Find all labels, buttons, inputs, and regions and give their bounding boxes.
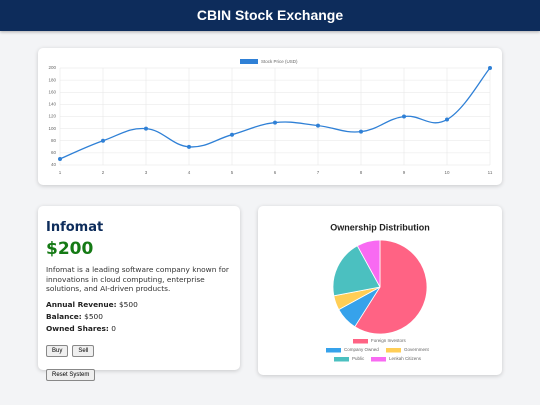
balance-row: Balance: $500 [46, 312, 232, 321]
data-point [187, 144, 191, 149]
line-chart: 40 60 80 100 120 140 160 180 200 1 2 3 4 5 6 7 8 9 10 11 Sto… [48, 59, 493, 175]
x-tick-label: 9 [403, 170, 406, 175]
buy-button[interactable]: Buy [46, 344, 69, 357]
y-tick-label: 200 [48, 65, 56, 70]
legend-swatch [371, 357, 386, 362]
data-point [58, 156, 62, 161]
data-point [230, 132, 234, 137]
x-tick-label: 11 [488, 170, 493, 175]
label: Balance: [46, 311, 82, 321]
data-point [273, 120, 277, 125]
legend-swatch [240, 59, 258, 64]
legend-label: Public [352, 356, 365, 361]
pie-card: Ownership Distribution Foreign Investors… [258, 206, 502, 375]
legend-label: Lenkah Citizens [389, 356, 422, 361]
data-point [359, 129, 363, 134]
legend-label: Government [404, 347, 430, 352]
reset-button[interactable]: Reset System [46, 368, 96, 381]
revenue-row: Annual Revenue: $500 [46, 300, 232, 309]
x-tick-label: 1 [59, 170, 62, 175]
data-point [402, 114, 406, 119]
stock-price: $200 [46, 239, 94, 259]
data-point [445, 117, 449, 122]
y-tick-label: 40 [51, 162, 57, 167]
value: 0 [111, 323, 116, 333]
legend-swatch [326, 348, 341, 353]
legend-swatch [334, 357, 349, 362]
data-point [316, 123, 320, 128]
x-tick-label: 8 [360, 170, 363, 175]
pie-chart: Ownership Distribution Foreign Investors… [326, 222, 430, 362]
sell-button[interactable]: Sell [72, 344, 95, 357]
pie-slice [332, 245, 381, 297]
y-tick-label: 140 [48, 102, 56, 107]
data-point [101, 138, 105, 143]
legend-swatch [386, 348, 401, 353]
pie-slice [354, 239, 428, 335]
line-card: 40 60 80 100 120 140 160 180 200 1 2 3 4 5 6 7 8 9 10 11 Sto… [38, 48, 502, 185]
legend-label: Stock Price (USD) [261, 59, 298, 64]
y-tick-label: 80 [51, 138, 57, 143]
x-tick-label: 7 [317, 170, 320, 175]
reset-wrap: Reset System [46, 361, 232, 381]
x-tick-label: 10 [444, 170, 450, 175]
buttons: Buy Sell [46, 337, 232, 357]
x-tick-label: 2 [102, 170, 105, 175]
value: $500 [84, 311, 103, 321]
data-point [488, 66, 492, 70]
label: Owned Shares: [46, 323, 109, 333]
value: $500 [118, 299, 138, 309]
stock-description: Infomat is a leading software company kn… [46, 265, 229, 293]
y-tick-label: 100 [48, 126, 56, 131]
y-tick-label: 120 [48, 114, 56, 119]
header-title: CBIN Stock Exchange [0, 0, 540, 31]
x-tick-label: 4 [188, 170, 191, 175]
shares-row: Owned Shares: 0 [46, 324, 232, 333]
x-tick-label: 6 [274, 170, 277, 175]
label: Annual Revenue: [46, 299, 117, 309]
y-tick-label: 160 [48, 89, 56, 94]
legend-label: Company Owned [344, 347, 379, 352]
stock-card: Infomat $200 Infomat is a leading softwa… [38, 206, 240, 381]
data-point [144, 126, 148, 131]
pie-slice [356, 239, 381, 288]
x-tick-label: 3 [145, 170, 148, 175]
y-tick-label: 60 [51, 150, 57, 155]
stock-name: Infomat [46, 220, 104, 235]
legend-swatch [353, 339, 368, 344]
x-tick-label: 5 [231, 170, 234, 175]
pie-title: Ownership Distribution [330, 222, 430, 232]
legend-label: Foreign Investors [371, 338, 407, 343]
y-tick-label: 180 [48, 77, 56, 82]
